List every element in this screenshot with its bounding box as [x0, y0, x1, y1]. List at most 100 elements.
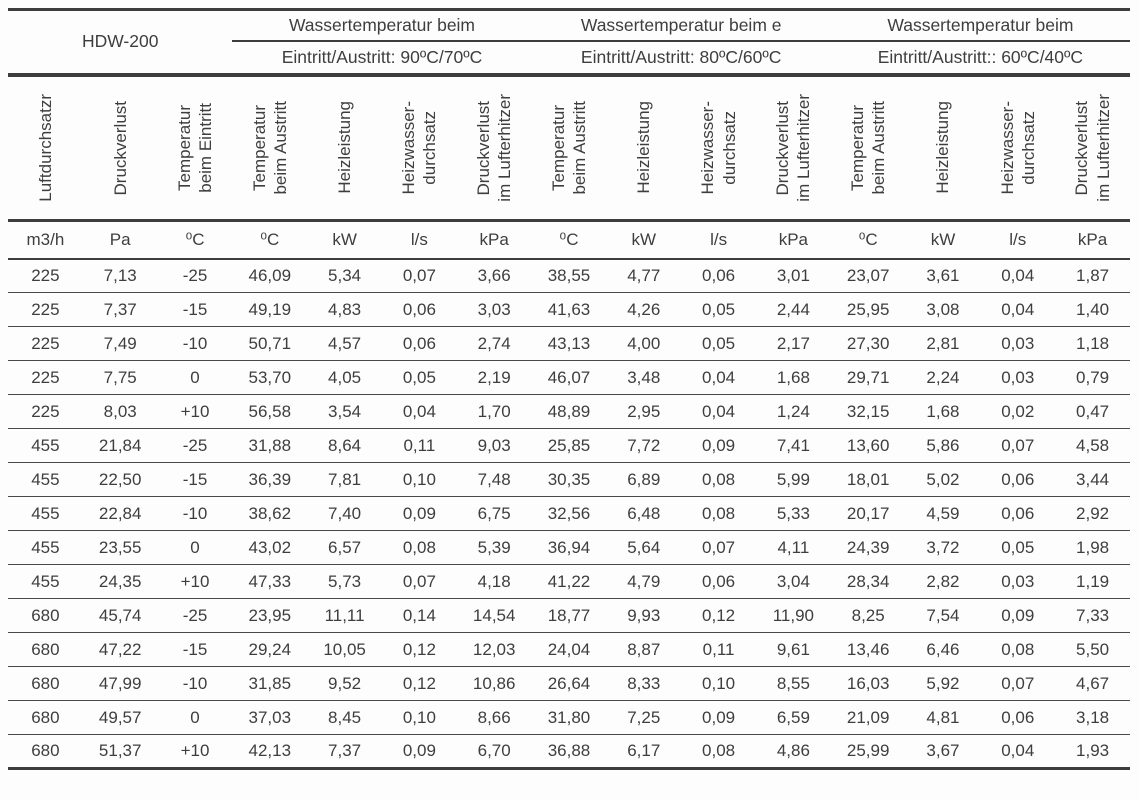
table-row: 680 45,74 -25 23,95 11,11 0,14 14,54 18,77 9,93 0…: [8, 598, 1130, 633]
table-row: 455 24,35 +10 47,33 5,73 0,07 4,18 41,22 4,79 0,0…: [8, 564, 1130, 599]
value-cell: -25: [157, 428, 233, 463]
group-title-row: HDW-200 Wassertemperatur beim Wassertemp…: [8, 9, 1130, 77]
value-cell: 225: [8, 292, 83, 327]
column-header-label: Druckverlust: [473, 100, 493, 195]
value-cell: 8,03: [82, 394, 158, 429]
column-header-label: Heizleistung: [634, 101, 654, 195]
value-cell: 0,07: [980, 666, 1056, 701]
column-header-druckverlust-lufterhitzer-80: Druckverlust im Lufterhitzer: [755, 74, 831, 222]
unit-cell: l/s: [381, 220, 457, 260]
value-cell: 5,34: [307, 258, 382, 293]
column-header-label: im Lufterhitzer: [794, 93, 814, 202]
value-cell: 0,09: [381, 496, 457, 531]
value-cell: 24,35: [82, 564, 158, 599]
unit-cell: ⁰C: [157, 220, 233, 260]
value-cell: 8,87: [606, 632, 682, 667]
column-header-druckverlust-lufterhitzer-90: Druckverlust im Lufterhitzer: [456, 74, 532, 222]
value-cell: 7,81: [307, 462, 382, 497]
column-header-heizleistung-80: Heizleistung: [606, 74, 682, 222]
column-header-label: beim Austritt: [270, 100, 290, 195]
value-cell: 3,54: [307, 394, 382, 429]
value-cell: 32,15: [830, 394, 906, 429]
unit-cell: ⁰C: [232, 220, 308, 260]
value-cell: 0,07: [681, 530, 756, 565]
value-cell: 18,77: [531, 598, 607, 633]
value-cell: 45,74: [82, 598, 158, 633]
value-cell: 0,04: [381, 394, 457, 429]
value-cell: 3,66: [456, 258, 532, 293]
value-cell: 9,61: [755, 632, 831, 667]
value-cell: 3,48: [606, 360, 682, 395]
value-cell: 27,30: [830, 326, 906, 361]
value-cell: 26,64: [531, 666, 607, 701]
performance-table: HDW-200 Wassertemperatur beim Wassertemp…: [8, 8, 1130, 770]
value-cell: 4,81: [905, 700, 981, 735]
value-cell: 7,41: [755, 428, 831, 463]
value-cell: 24,04: [531, 632, 607, 667]
value-cell: 3,61: [905, 258, 981, 293]
value-cell: 680: [8, 734, 83, 770]
value-cell: 680: [8, 700, 83, 735]
table-body: 225 7,13 -25 46,09 5,34 0,07 3,66 38,55 4,77 0,06…: [8, 258, 1130, 770]
value-cell: 2,82: [905, 564, 981, 599]
value-cell: +10: [157, 564, 233, 599]
value-cell: 49,57: [82, 700, 158, 735]
value-cell: 4,00: [606, 326, 682, 361]
value-cell: 0,09: [681, 700, 756, 735]
value-cell: 38,55: [531, 258, 607, 293]
unit-cell: kPa: [456, 220, 532, 260]
value-cell: 4,57: [307, 326, 382, 361]
value-cell: 7,37: [307, 734, 382, 770]
column-header-temperatur-austritt-80: Temperatur beim Austritt: [531, 74, 607, 222]
column-header-label: im Lufterhitzer: [495, 93, 515, 202]
value-cell: 25,99: [830, 734, 906, 770]
value-cell: 225: [8, 360, 83, 395]
value-cell: -10: [157, 666, 233, 701]
value-cell: 28,34: [830, 564, 906, 599]
value-cell: -25: [157, 598, 233, 633]
value-cell: 1,19: [1055, 564, 1130, 599]
value-cell: 0,47: [1055, 394, 1130, 429]
column-header-label: Heizwasser-: [698, 100, 718, 195]
value-cell: 6,89: [606, 462, 682, 497]
value-cell: 1,24: [755, 394, 831, 429]
value-cell: 0,08: [681, 496, 756, 531]
table-row: 225 7,37 -15 49,19 4,83 0,06 3,03 41,63 4,26 0,05…: [8, 292, 1130, 327]
column-header-heizleistung-60: Heizleistung: [905, 74, 981, 222]
value-cell: 2,81: [905, 326, 981, 361]
value-cell: 225: [8, 258, 83, 293]
value-cell: 455: [8, 496, 83, 531]
table-row: 455 22,50 -15 36,39 7,81 0,10 7,48 30,35 6,89 0,0…: [8, 462, 1130, 497]
unit-cell: kW: [606, 220, 682, 260]
value-cell: 12,03: [456, 632, 532, 667]
value-cell: 0,04: [980, 292, 1056, 327]
value-cell: 46,09: [232, 258, 308, 293]
value-cell: 22,84: [82, 496, 158, 531]
value-cell: 9,52: [307, 666, 382, 701]
value-cell: 0,06: [681, 564, 756, 599]
value-cell: 5,99: [755, 462, 831, 497]
value-cell: 8,55: [755, 666, 831, 701]
value-cell: 43,13: [531, 326, 607, 361]
value-cell: 4,05: [307, 360, 382, 395]
table-row: 680 47,99 -10 31,85 9,52 0,12 10,86 26,64 8,33 0,…: [8, 666, 1130, 701]
value-cell: 0,08: [381, 530, 457, 565]
value-cell: 0,11: [381, 428, 457, 463]
value-cell: 5,64: [606, 530, 682, 565]
value-cell: 3,08: [905, 292, 981, 327]
value-cell: 36,88: [531, 734, 607, 770]
table-row: 225 7,75 0 53,70 4,05 0,05 2,19 46,07 3,48 0,04 1,…: [8, 360, 1130, 395]
column-header-label: Luftdurchsatzr: [35, 93, 55, 202]
unit-cell: ⁰C: [531, 220, 607, 260]
value-cell: 0,10: [381, 462, 457, 497]
unit-cell: l/s: [681, 220, 756, 260]
column-header-heizwasserdurchsatz-80: Heizwasser-durchsatz: [681, 74, 756, 222]
unit-cell: kPa: [1055, 220, 1130, 260]
value-cell: 3,04: [755, 564, 831, 599]
value-cell: 7,75: [82, 360, 158, 395]
value-cell: 2,95: [606, 394, 682, 429]
value-cell: 2,74: [456, 326, 532, 361]
column-header-label: Druckverlust: [110, 100, 130, 195]
value-cell: 680: [8, 666, 83, 701]
value-cell: 47,99: [82, 666, 158, 701]
